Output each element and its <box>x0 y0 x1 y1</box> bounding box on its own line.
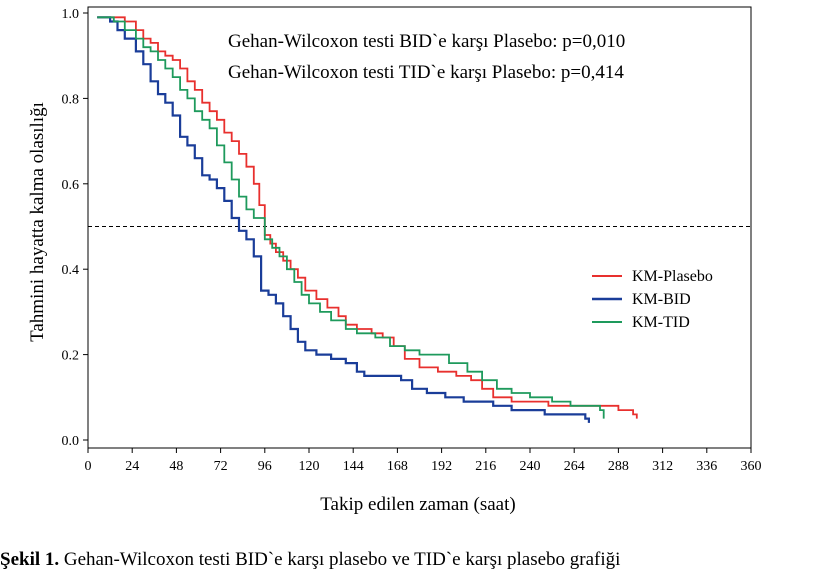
annotation-tid: Gehan-Wilcoxon testi TID`e karşı Plasebo… <box>228 62 624 83</box>
x-tick-label: 72 <box>214 459 228 474</box>
y-tick-label: 1.0 <box>62 7 80 22</box>
y-axis: 0.0 0.2 0.4 0.6 0.8 1.0 <box>62 7 88 449</box>
series-line-km-plasebo <box>97 16 638 419</box>
y-tick-label: 0.2 <box>62 349 80 364</box>
series-lines <box>97 16 638 423</box>
legend: KM-Plasebo KM-BID KM-TID <box>592 268 713 331</box>
x-tick-label: 288 <box>608 459 629 474</box>
y-tick-label: 0.6 <box>62 178 80 193</box>
annotation-bid: Gehan-Wilcoxon testi BID`e karşı Plasebo… <box>228 31 625 52</box>
y-tick-label: 0.0 <box>62 434 80 449</box>
x-tick-label: 216 <box>475 459 496 474</box>
y-tick-label: 0.8 <box>62 92 80 107</box>
x-tick-label: 96 <box>258 459 272 474</box>
x-tick-label: 360 <box>741 459 762 474</box>
x-tick-label: 120 <box>299 459 320 474</box>
caption-label: Şekil 1. <box>0 549 60 570</box>
legend-label: KM-TID <box>632 314 690 331</box>
x-tick-label: 264 <box>564 459 585 474</box>
y-tick-label: 0.4 <box>62 263 80 278</box>
x-tick-label: 312 <box>652 459 673 474</box>
x-tick-label: 0 <box>85 459 92 474</box>
plot-frame <box>87 6 752 449</box>
x-tick-label: 144 <box>343 459 364 474</box>
x-axis-title: Takip edilen zaman (saat) <box>320 494 515 515</box>
x-tick-label: 336 <box>696 459 717 474</box>
x-tick-label: 24 <box>125 459 139 474</box>
x-tick-label: 240 <box>520 459 541 474</box>
x-tick-label: 48 <box>169 459 183 474</box>
legend-label: KM-Plasebo <box>632 268 713 285</box>
y-axis-title: Tahmini hayatta kalma olasılığı <box>27 102 48 342</box>
series-line-km-bid <box>97 16 590 423</box>
x-tick-label: 192 <box>431 459 452 474</box>
legend-label: KM-BID <box>632 291 691 308</box>
survival-chart: 0 24 48 72 96 120 144 168 192 216 240 264 288 312 336 3… <box>27 6 762 515</box>
caption-text: Gehan-Wilcoxon testi BID`e karşı plasebo… <box>59 549 621 570</box>
series-line-km-tid <box>97 16 605 419</box>
x-axis: 0 24 48 72 96 120 144 168 192 216 240 264 288 312 336 3… <box>85 448 762 474</box>
x-tick-label: 168 <box>387 459 408 474</box>
figure-caption: Şekil 1. Gehan-Wilcoxon testi BID`e karş… <box>0 549 815 571</box>
